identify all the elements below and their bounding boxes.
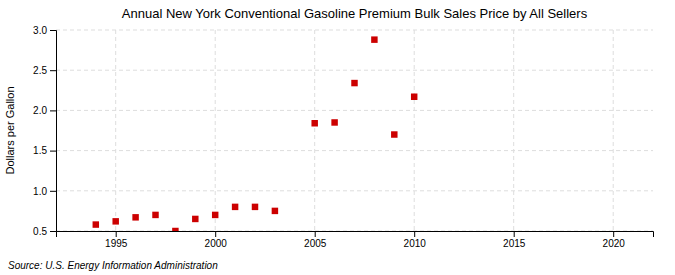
tick-mark [50, 70, 56, 71]
tick-mark [50, 110, 56, 111]
grid [56, 30, 653, 231]
tick-label: 2015 [503, 238, 526, 249]
point [391, 131, 397, 137]
point [232, 204, 238, 210]
grid-line [56, 30, 653, 31]
title: Annual New York Conventional Gasoline Pr… [122, 6, 588, 21]
tick-mark [116, 231, 117, 237]
grid-line [513, 30, 514, 231]
tick-mark [315, 231, 316, 237]
tick-mark [215, 231, 216, 237]
point [331, 119, 337, 125]
point [112, 218, 118, 224]
point [371, 36, 377, 42]
grid-line [215, 30, 216, 231]
tick-mark [50, 151, 56, 152]
axis-line [57, 232, 654, 238]
point [252, 204, 258, 210]
tick-label: 2010 [404, 238, 427, 249]
tick-mark [514, 231, 515, 237]
point [93, 221, 99, 227]
y-axis-title: Dollars per Gallon [4, 86, 16, 174]
grid-line [56, 70, 653, 71]
point [192, 216, 198, 222]
grid-line [56, 190, 653, 191]
chart: 1995 2000 2005 2010 2015 2020 0.5 1.0 1.5 2.0 2.5 3… [0, 0, 675, 275]
y-axis: 0.5 1.0 1.5 2.0 2.5 3.0 [33, 25, 56, 237]
tick-label: 1.0 [33, 186, 47, 197]
tick-mark [50, 191, 56, 192]
tick-label: 0.5 [33, 226, 47, 237]
tick-label: 2000 [205, 238, 228, 249]
point [212, 212, 218, 218]
tick: 2000 [205, 231, 228, 249]
tick: 2005 [304, 231, 327, 249]
grid-line [613, 30, 614, 231]
tick-label: 2020 [603, 238, 626, 249]
tick: 2.0 [33, 105, 56, 116]
tick: 2015 [503, 231, 526, 249]
point [152, 212, 158, 218]
point [272, 208, 278, 214]
tick: 1.5 [33, 145, 56, 156]
tick: 0.5 [33, 226, 56, 237]
source: Source: U.S. Energy Information Administ… [8, 260, 218, 271]
point [132, 214, 138, 220]
tick-mark [414, 231, 415, 237]
plot-area: 1995 2000 2005 2010 2015 2020 0.5 1.0 1.5 2.0 2.5 3… [33, 25, 653, 249]
tick-mark [50, 30, 56, 31]
tick: 2020 [603, 231, 626, 249]
tick-mark [613, 231, 614, 237]
point [411, 93, 417, 99]
tick-label: 2005 [304, 238, 327, 249]
tick-label: 1.5 [33, 145, 47, 156]
tick: 2.5 [33, 65, 56, 76]
tick-label: 3.0 [33, 25, 47, 36]
tick-label: 1995 [105, 238, 128, 249]
tick: 1995 [105, 231, 128, 249]
grid-line [56, 150, 653, 151]
points [93, 36, 418, 231]
grid-line [56, 110, 653, 111]
grid-line [115, 30, 116, 231]
tick-mark [50, 231, 56, 232]
tick: 2010 [404, 231, 427, 249]
tick-label: 2.0 [33, 105, 47, 116]
grid-line [414, 30, 415, 231]
point [172, 228, 178, 231]
point [351, 80, 357, 86]
tick-label: 2.5 [33, 65, 47, 76]
grid-line [314, 30, 315, 231]
point [311, 120, 317, 126]
axis-line [50, 31, 57, 232]
x-axis: 1995 2000 2005 2010 2015 2020 [57, 231, 654, 249]
tick: 1.0 [33, 186, 56, 197]
tick: 3.0 [33, 25, 56, 36]
